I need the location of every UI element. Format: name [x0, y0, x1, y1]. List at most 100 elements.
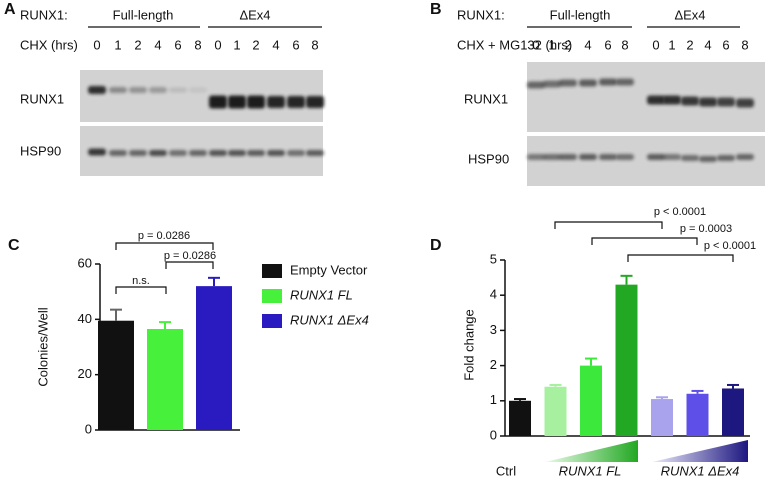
bar: [509, 400, 531, 436]
blot-band: [681, 155, 699, 161]
legend-label: RUNX1 ΔEx4: [290, 312, 369, 327]
significance-label: p < 0.0001: [704, 240, 756, 252]
significance-label: p = 0.0286: [164, 250, 216, 262]
lane-label: 1: [548, 37, 555, 52]
blot-band: [129, 87, 147, 93]
lane-label: 2: [252, 37, 259, 52]
group-label: RUNX1 ΔEx4: [661, 463, 740, 478]
blot-band: [663, 154, 681, 160]
treatment-label: CHX + MG132 (hrs): [457, 37, 572, 52]
bar: [147, 329, 183, 430]
lane-label: 0: [652, 37, 659, 52]
significance-bracket: [554, 221, 663, 229]
blot-band: [149, 150, 167, 156]
blot-row-label: RUNX1: [20, 91, 64, 106]
y-tick-label: 0: [490, 427, 497, 442]
significance-label: p < 0.0001: [654, 206, 706, 218]
blot-band: [287, 96, 305, 108]
lane-label: 6: [174, 37, 181, 52]
blot-band: [527, 154, 545, 160]
blot-band: [717, 155, 735, 161]
blot-band: [228, 150, 246, 156]
lane-label: 2: [134, 37, 141, 52]
blot-band: [267, 96, 285, 108]
blot-band: [599, 78, 617, 86]
panel-label: A: [4, 1, 16, 18]
lane-label: 8: [194, 37, 201, 52]
blot-band: [287, 150, 305, 156]
lane-label: 8: [621, 37, 628, 52]
lane-label: 6: [292, 37, 299, 52]
group-label: Full-length: [113, 7, 174, 22]
construct-label: RUNX1:: [457, 7, 505, 22]
blot-band: [209, 150, 227, 156]
lane-label: 1: [233, 37, 240, 52]
y-tick-label: 1: [490, 392, 497, 407]
blot-band: [717, 97, 735, 107]
blot-band: [647, 154, 665, 160]
blot-band: [543, 154, 561, 160]
legend-label: RUNX1 FL: [290, 287, 353, 302]
blot-row-label: RUNX1: [464, 91, 508, 106]
treatment-label: CHX (hrs): [20, 37, 78, 52]
blot-band: [247, 150, 265, 156]
lane-label: 2: [564, 37, 571, 52]
lane-label: 8: [311, 37, 318, 52]
legend-swatch: [262, 289, 282, 303]
significance-bracket: [591, 237, 698, 245]
y-axis-label: Colonies/Well: [35, 307, 50, 386]
blot-band: [559, 154, 577, 160]
bar: [722, 388, 744, 436]
lane-label: 6: [722, 37, 729, 52]
y-tick-label: 4: [490, 287, 497, 302]
bar: [686, 393, 709, 436]
blot-band: [647, 95, 665, 105]
panel-label: D: [430, 237, 442, 254]
lane-label: 0: [532, 37, 539, 52]
blot-band: [579, 154, 597, 160]
blot-band: [189, 150, 207, 156]
blot-band: [559, 79, 577, 87]
lane-label: 4: [154, 37, 161, 52]
blot-band: [149, 87, 167, 93]
panel-label: C: [8, 237, 20, 254]
lane-label: 6: [604, 37, 611, 52]
legend-swatch: [262, 314, 282, 328]
blot-band: [699, 97, 717, 107]
significance-bracket: [165, 261, 214, 269]
blot-band: [579, 79, 597, 87]
y-tick-label: 40: [78, 311, 92, 326]
significance-label: p = 0.0286: [138, 230, 190, 242]
y-axis-label: Fold change: [461, 309, 476, 381]
group-label: Full-length: [550, 7, 611, 22]
blot-band: [109, 150, 127, 156]
blot-band: [209, 95, 227, 109]
lane-label: 2: [686, 37, 693, 52]
x-tick-label: Ctrl: [496, 463, 516, 478]
blot-row-label: HSP90: [468, 151, 509, 166]
y-tick-label: 60: [78, 255, 92, 270]
lane-label: 0: [214, 37, 221, 52]
blot-band: [663, 95, 681, 105]
blot-band: [616, 154, 634, 160]
blot-band: [189, 87, 207, 93]
blot-band: [88, 148, 106, 156]
blot-band: [109, 87, 127, 93]
bar: [580, 365, 602, 436]
blot-band: [267, 150, 285, 156]
lane-label: 1: [668, 37, 675, 52]
legend-swatch: [262, 264, 282, 278]
construct-label: RUNX1:: [20, 7, 68, 22]
blot-band: [616, 78, 634, 86]
significance-bracket: [115, 242, 214, 250]
bar: [615, 284, 638, 436]
blot-band: [88, 86, 106, 94]
blot-band: [169, 150, 187, 156]
legend-label: Empty Vector: [290, 262, 368, 277]
bar: [98, 320, 134, 430]
blot-band: [736, 154, 754, 160]
y-tick-label: 3: [490, 322, 497, 337]
panel-label: B: [430, 1, 442, 18]
